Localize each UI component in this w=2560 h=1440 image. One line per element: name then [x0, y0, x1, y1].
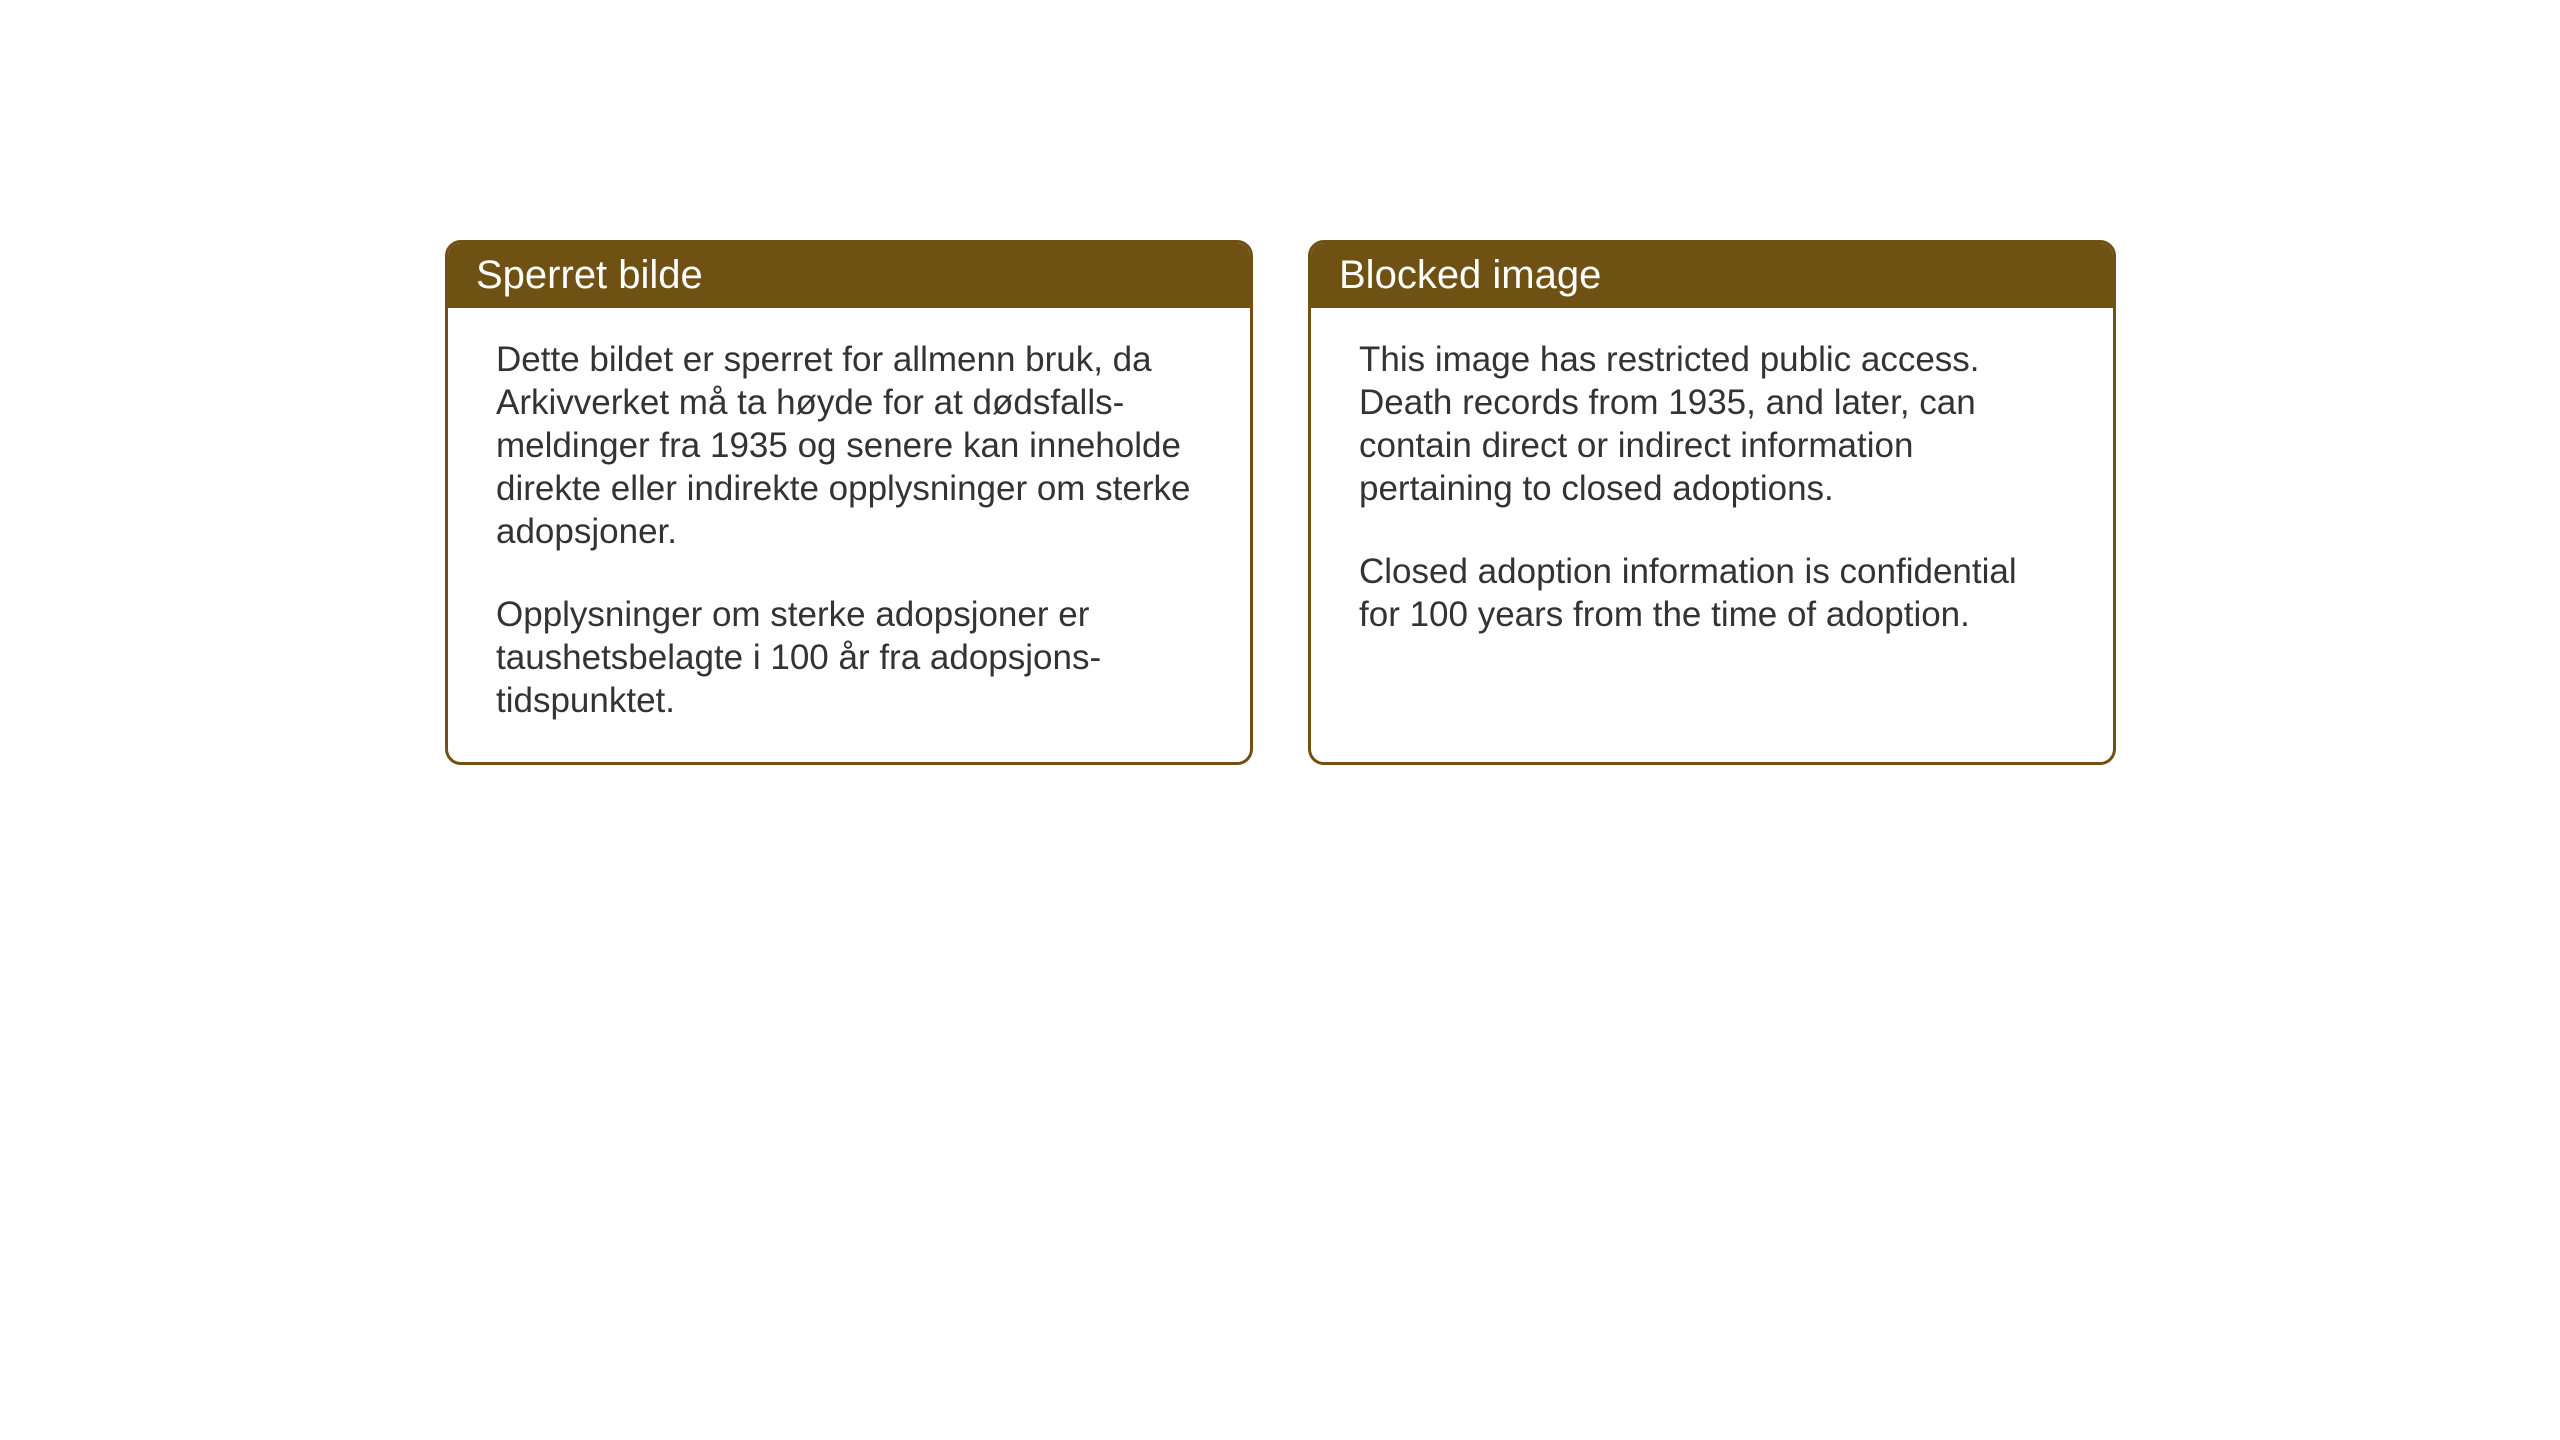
notice-container: Sperret bilde Dette bildet er sperret fo… — [445, 240, 2116, 765]
notice-header-norwegian: Sperret bilde — [448, 243, 1250, 308]
notice-paragraph: This image has restricted public access.… — [1359, 338, 2065, 510]
notice-body-english: This image has restricted public access.… — [1311, 308, 2113, 736]
notice-paragraph: Closed adoption information is confident… — [1359, 550, 2065, 636]
notice-box-norwegian: Sperret bilde Dette bildet er sperret fo… — [445, 240, 1253, 765]
notice-header-english: Blocked image — [1311, 243, 2113, 308]
notice-paragraph: Dette bildet er sperret for allmenn bruk… — [496, 338, 1202, 553]
notice-body-norwegian: Dette bildet er sperret for allmenn bruk… — [448, 308, 1250, 762]
notice-box-english: Blocked image This image has restricted … — [1308, 240, 2116, 765]
notice-paragraph: Opplysninger om sterke adopsjoner er tau… — [496, 593, 1202, 722]
